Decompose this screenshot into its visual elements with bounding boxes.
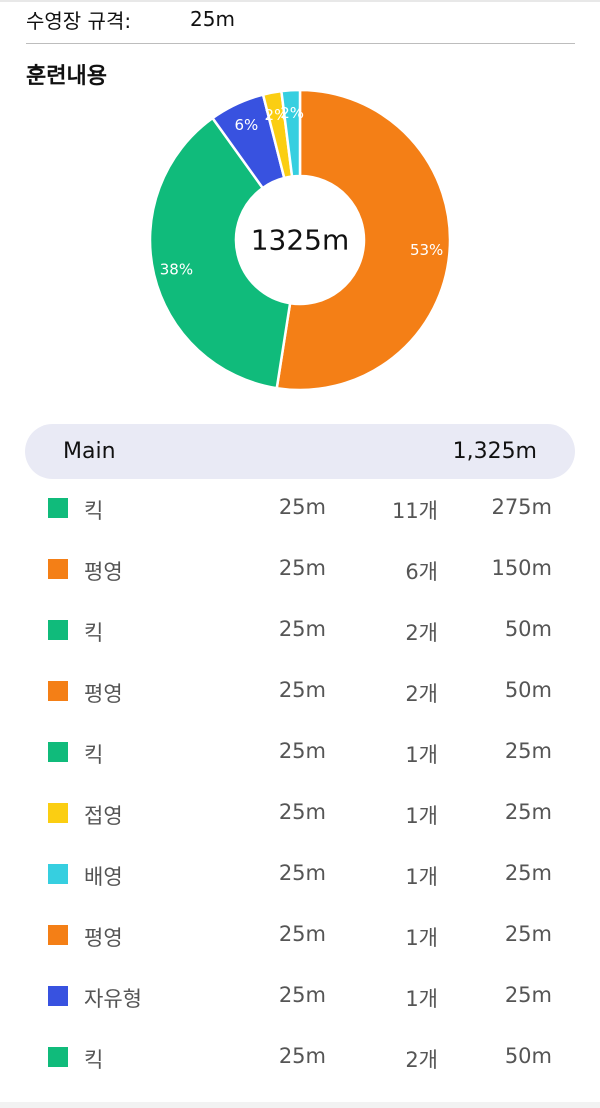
exercise-distance: 25m — [278, 556, 326, 580]
exercise-row[interactable]: 평영 25m 2개 50m — [0, 661, 600, 722]
donut-slice — [279, 88, 302, 178]
total-value: 1,325m — [452, 439, 537, 464]
exercise-count: 1개 — [405, 743, 438, 767]
exercise-name: 킥 — [84, 621, 104, 645]
exercise-row[interactable]: 킥 25m 11개 275m — [0, 478, 600, 539]
exercise-name: 자유형 — [84, 987, 142, 1011]
exercise-color-swatch — [48, 1047, 68, 1067]
donut-slice-label: 2% — [265, 106, 289, 124]
exercise-color-swatch — [48, 620, 68, 640]
exercise-total: 275m — [491, 495, 552, 519]
exercise-total: 25m — [504, 739, 552, 763]
exercise-row[interactable]: 킥 25m 1개 25m — [0, 722, 600, 783]
exercise-distance: 25m — [278, 983, 326, 1007]
exercise-color-swatch — [48, 803, 68, 823]
exercise-distance: 25m — [278, 739, 326, 763]
exercise-row[interactable]: 배영 25m 1개 25m — [0, 844, 600, 905]
exercise-total: 25m — [504, 861, 552, 885]
exercise-row[interactable]: 평영 25m 1개 25m — [0, 905, 600, 966]
exercise-color-swatch — [48, 681, 68, 701]
exercise-color-swatch — [48, 864, 68, 884]
bottom-bar — [0, 1102, 600, 1108]
total-name: Main — [63, 439, 116, 464]
exercise-count: 6개 — [405, 560, 438, 584]
divider — [26, 43, 575, 44]
donut-slice — [275, 88, 452, 392]
donut-slice-label: 53% — [410, 241, 443, 259]
donut-slice-label: 38% — [160, 260, 193, 278]
exercise-total: 25m — [504, 922, 552, 946]
exercise-color-swatch — [48, 925, 68, 945]
exercise-count: 1개 — [405, 804, 438, 828]
donut-center-label: 1325m — [251, 224, 350, 257]
exercise-distance: 25m — [278, 617, 326, 641]
donut-chart: 53% 38% 6% 2% 2% 1325m — [100, 80, 500, 400]
pool-size-label: 수영장 규격: — [26, 8, 132, 33]
exercise-row[interactable]: 접영 25m 1개 25m — [0, 783, 600, 844]
exercise-name: 킥 — [84, 499, 104, 523]
exercise-total: 50m — [504, 617, 552, 641]
exercise-distance: 25m — [278, 678, 326, 702]
section-title: 훈련내용 — [26, 64, 107, 89]
exercise-name: 접영 — [84, 804, 123, 828]
total-row[interactable]: Main 1,325m — [25, 424, 575, 479]
exercise-total: 50m — [504, 678, 552, 702]
donut-slice — [148, 116, 292, 390]
exercise-name: 킥 — [84, 1048, 104, 1072]
exercise-name: 배영 — [84, 865, 123, 889]
exercise-list: 킥 25m 11개 275m 평영 25m 6개 150m 킥 25m 2개 50m 평영 25m 2개 50… — [0, 478, 600, 1088]
exercise-distance: 25m — [278, 800, 326, 824]
exercise-total: 25m — [504, 800, 552, 824]
donut-slice-label: 6% — [235, 116, 259, 134]
exercise-count: 2개 — [405, 682, 438, 706]
exercise-name: 평영 — [84, 560, 123, 584]
exercise-total: 50m — [504, 1044, 552, 1068]
exercise-total: 150m — [491, 556, 552, 580]
exercise-count: 1개 — [405, 926, 438, 950]
exercise-distance: 25m — [278, 861, 326, 885]
exercise-name: 킥 — [84, 743, 104, 767]
pool-size-value: 25m — [190, 7, 235, 31]
exercise-name: 평영 — [84, 682, 123, 706]
exercise-count: 1개 — [405, 987, 438, 1011]
exercise-row[interactable]: 자유형 25m 1개 25m — [0, 966, 600, 1027]
exercise-distance: 25m — [278, 495, 326, 519]
donut-chart-svg: 53% 38% 6% 2%2% 1325m — [148, 88, 452, 392]
exercise-color-swatch — [48, 986, 68, 1006]
exercise-distance: 25m — [278, 1044, 326, 1068]
exercise-name: 평영 — [84, 926, 123, 950]
exercise-row[interactable]: 킥 25m 2개 50m — [0, 600, 600, 661]
exercise-count: 1개 — [405, 865, 438, 889]
exercise-count: 11개 — [391, 499, 438, 523]
exercise-color-swatch — [48, 742, 68, 762]
exercise-count: 2개 — [405, 621, 438, 645]
exercise-row[interactable]: 킥 25m 2개 50m — [0, 1027, 600, 1088]
exercise-row[interactable]: 평영 25m 6개 150m — [0, 539, 600, 600]
pool-size-row: 수영장 규격: 25m — [26, 4, 235, 34]
exercise-total: 25m — [504, 983, 552, 1007]
exercise-count: 2개 — [405, 1048, 438, 1072]
exercise-color-swatch — [48, 559, 68, 579]
donut-slice-label: 2% — [280, 104, 304, 122]
exercise-distance: 25m — [278, 922, 326, 946]
top-border — [0, 0, 600, 2]
exercise-color-swatch — [48, 498, 68, 518]
